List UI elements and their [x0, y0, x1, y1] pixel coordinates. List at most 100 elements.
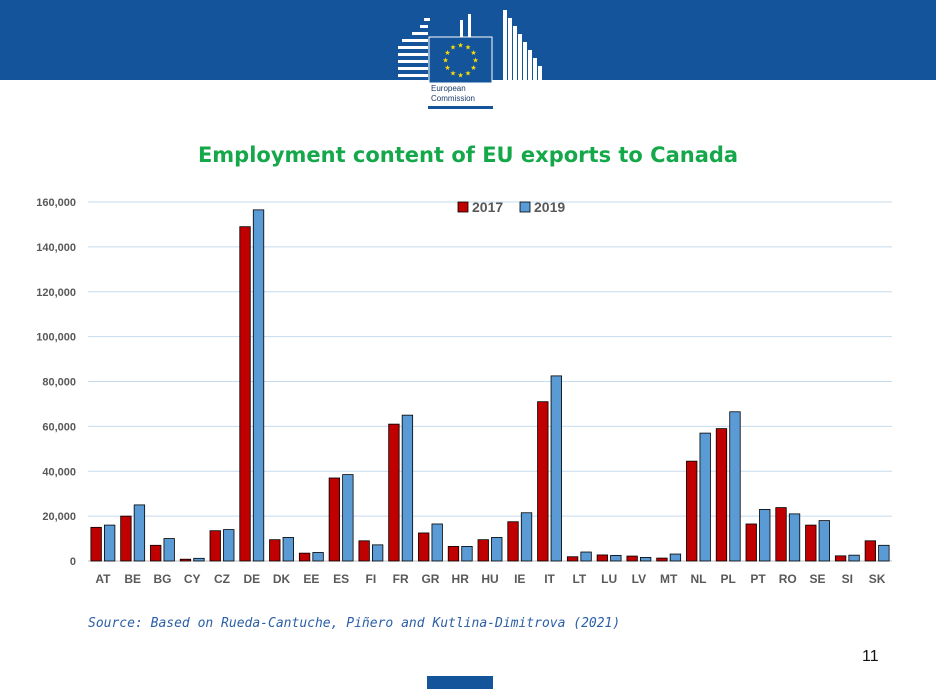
- bar-2019-BG: [163, 538, 175, 562]
- bar-2019-NL: [699, 432, 711, 562]
- bar-2017-GR: [418, 532, 430, 562]
- bar-2017-SK: [864, 540, 877, 562]
- source-note: Source: Based on Rueda-Cantuche, Piñero …: [88, 616, 621, 631]
- bar-2019-BE: [133, 504, 146, 562]
- x-tick-label: RO: [779, 572, 797, 586]
- legend-swatch-2019: [519, 201, 531, 213]
- bar-2019-CZ: [223, 529, 235, 562]
- page-number: 11: [862, 648, 879, 665]
- bar-2019-LU: [610, 554, 622, 562]
- eu-star-icon: ★: [450, 44, 456, 52]
- bar-2017-ES: [328, 477, 341, 562]
- legend-swatch-2017: [457, 201, 469, 213]
- x-tick-label: SI: [842, 572, 853, 586]
- bar-2017-RO: [775, 507, 787, 562]
- bar-2019-HR: [461, 546, 473, 562]
- bar-2019-GR: [431, 523, 443, 562]
- bar-2019-IT: [550, 375, 562, 562]
- y-tick-label: 140,000: [36, 242, 76, 254]
- bar-2017-BG: [150, 544, 162, 562]
- eu-star-icon: ★: [457, 72, 463, 80]
- eu-star-icon: ★: [470, 49, 476, 57]
- bar-2017-HR: [447, 546, 460, 562]
- bar-2017-LT: [566, 556, 579, 562]
- bar-2017-SI: [834, 555, 847, 562]
- bar-2019-EE: [312, 552, 324, 562]
- bar-2017-LU: [596, 554, 609, 562]
- x-tick-label: GR: [421, 572, 439, 586]
- bar-2019-SK: [878, 544, 890, 562]
- footer-tab: [427, 676, 493, 689]
- eu-star-icon: ★: [444, 49, 450, 57]
- chart-title: Employment content of EU exports to Cana…: [197, 143, 739, 167]
- bar-2017-MT: [656, 557, 668, 562]
- bar-2019-DE: [252, 209, 265, 562]
- bar-2019-PL: [729, 411, 741, 562]
- x-tick-label: LT: [572, 572, 586, 586]
- bar-2019-PT: [759, 508, 771, 562]
- bar-2019-DK: [282, 537, 294, 562]
- bar-2019-FR: [401, 414, 414, 562]
- x-tick-label: FI: [366, 572, 377, 586]
- x-tick-label: BE: [124, 572, 141, 586]
- logo-text-line1: European: [431, 84, 466, 93]
- x-tick-label: DE: [243, 572, 260, 586]
- logo-text: European Commission: [431, 84, 475, 104]
- y-tick-label: 20,000: [42, 511, 76, 523]
- bar-2017-IT: [537, 401, 549, 562]
- bar-2019-MT: [669, 553, 682, 562]
- x-tick-label: HU: [481, 572, 498, 586]
- bar-2017-NL: [686, 460, 698, 562]
- x-tick-label: ES: [333, 572, 349, 586]
- bar-2019-FI: [371, 544, 384, 562]
- bar-2019-SE: [818, 520, 830, 562]
- x-tick-label: CY: [184, 572, 201, 586]
- legend-label-2019: 2019: [534, 199, 565, 215]
- bar-2017-PT: [745, 523, 757, 562]
- y-tick-label: 100,000: [36, 332, 76, 344]
- bar-2019-RO: [788, 513, 801, 562]
- bar-2017-CZ: [209, 530, 221, 562]
- logo-text-line2: Commission: [431, 94, 476, 103]
- bar-2017-DK: [269, 539, 281, 562]
- bar-2019-ES: [342, 474, 354, 562]
- eu-star-icon: ★: [470, 64, 476, 72]
- eu-star-icon: ★: [444, 64, 450, 72]
- x-tick-label: MT: [660, 572, 678, 586]
- legend-label-2017: 2017: [472, 199, 503, 215]
- eu-star-icon: ★: [465, 44, 471, 52]
- x-tick-label: LU: [601, 572, 617, 586]
- x-tick-label: NL: [690, 572, 706, 586]
- x-tick-label: LV: [632, 572, 646, 586]
- x-tick-label: PL: [721, 572, 736, 586]
- eu-star-icon: ★: [472, 57, 478, 65]
- bar-2017-EE: [298, 552, 311, 562]
- x-tick-label: EE: [303, 572, 319, 586]
- bar-2017-PL: [715, 428, 728, 562]
- x-tick-label: SK: [869, 572, 886, 586]
- bar-2017-DE: [239, 226, 251, 562]
- y-tick-label: 160,000: [36, 197, 76, 209]
- bar-2017-LV: [626, 555, 638, 562]
- bar-2017-SE: [805, 524, 817, 562]
- y-tick-label: 40,000: [42, 466, 76, 478]
- bar-2019-HU: [491, 537, 503, 562]
- bar-chart: 0 20,000 40,000 60,000 80,000 100,000 120,000 1…: [36, 197, 892, 586]
- bar-2019-LT: [580, 551, 592, 562]
- x-tick-label: IT: [544, 572, 555, 586]
- bar-2017-CY: [179, 558, 192, 562]
- x-tick-label: HR: [452, 572, 470, 586]
- x-tick-label: AT: [95, 572, 111, 586]
- x-tick-label: SE: [810, 572, 826, 586]
- x-tick-label: FR: [393, 572, 409, 586]
- bar-2019-CY: [193, 557, 205, 562]
- bar-2017-IE: [507, 521, 519, 562]
- bar-2017-BE: [120, 515, 132, 562]
- bar-2017-AT: [90, 526, 102, 562]
- y-tick-label: 0: [70, 556, 76, 568]
- eu-star-icon: ★: [457, 42, 463, 50]
- eu-star-icon: ★: [442, 57, 448, 65]
- x-tick-label: CZ: [214, 572, 230, 586]
- x-tick-label: DK: [273, 572, 291, 586]
- eu-star-icon: ★: [450, 69, 456, 77]
